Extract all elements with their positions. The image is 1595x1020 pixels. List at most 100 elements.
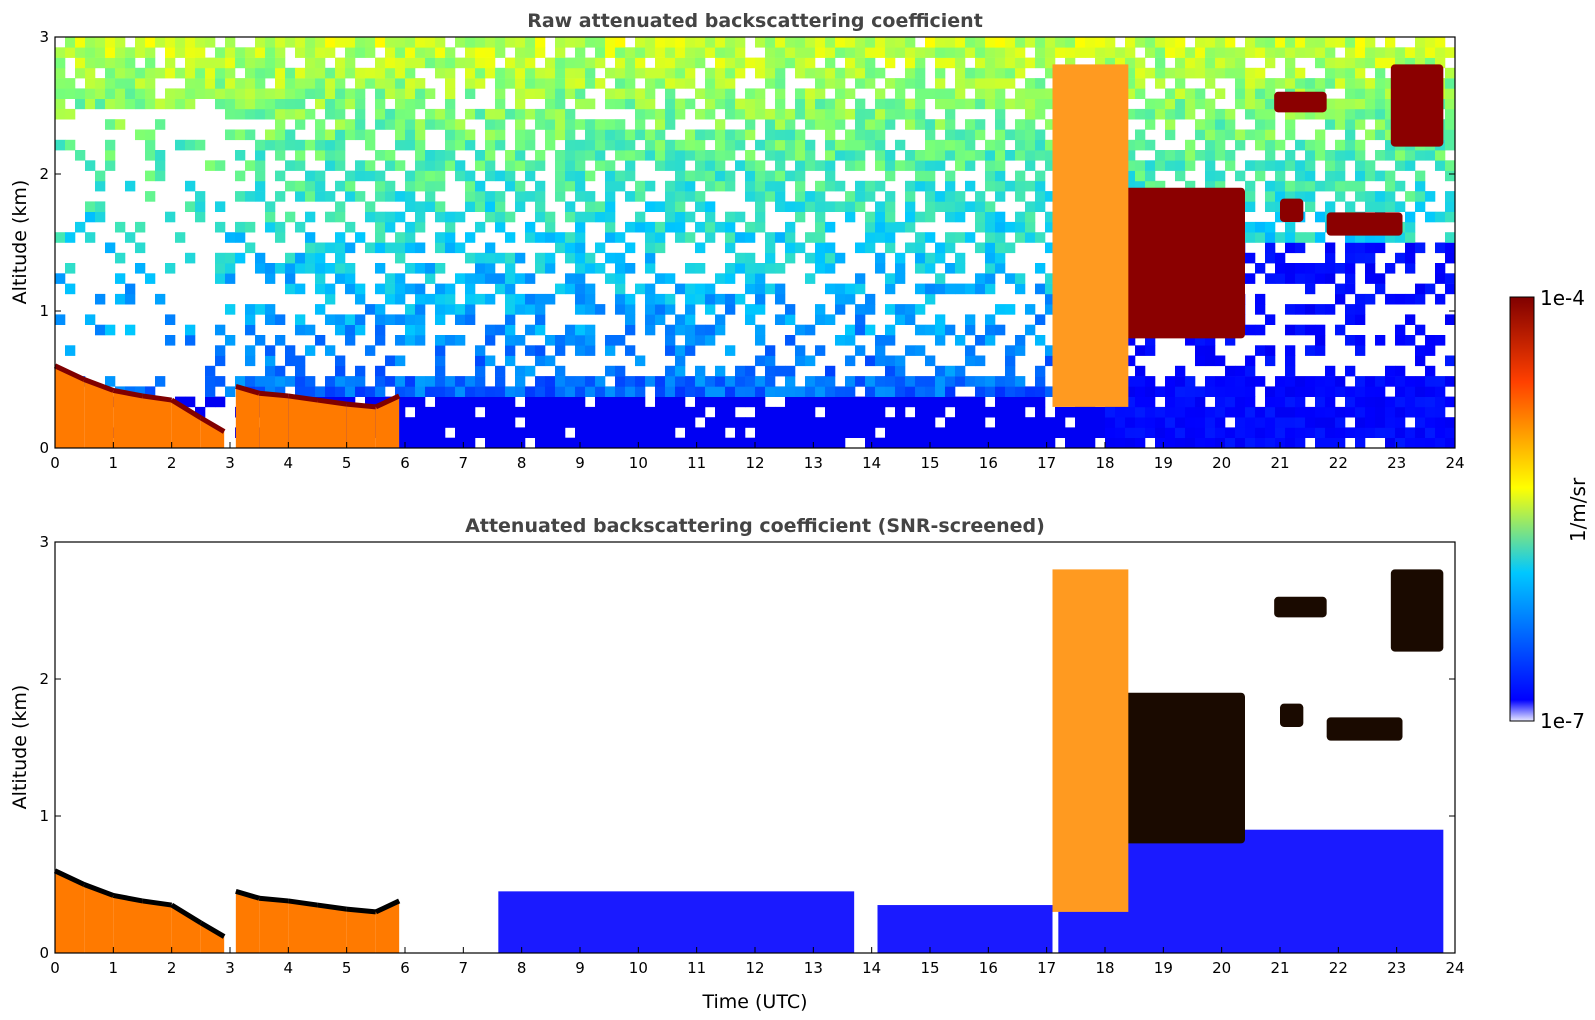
noise-cell: [65, 139, 76, 151]
noise-cell: [1265, 78, 1276, 89]
noise-cell: [445, 283, 456, 295]
noise-cell: [1265, 406, 1276, 418]
noise-cell: [695, 386, 706, 397]
noise-cell: [735, 386, 746, 397]
noise-cell: [1225, 67, 1236, 79]
boundary-layer-segment: [346, 404, 376, 448]
noise-cell: [1375, 335, 1386, 346]
noise-cell: [505, 345, 516, 356]
noise-cell: [945, 150, 956, 161]
noise-cell: [1145, 396, 1156, 408]
noise-cell: [605, 67, 616, 79]
noise-cell: [845, 160, 856, 171]
noise-cell: [695, 108, 706, 120]
noise-cell: [805, 273, 816, 284]
cloud-layer: [1274, 596, 1327, 618]
noise-cell: [1235, 78, 1246, 89]
x-tick-label: 11: [687, 454, 706, 472]
noise-cell: [345, 314, 356, 325]
noise-cell: [375, 386, 386, 397]
noise-cell: [975, 221, 986, 233]
noise-cell: [515, 37, 526, 48]
noise-cell: [305, 324, 316, 336]
noise-cell: [895, 406, 906, 418]
noise-cell: [1415, 396, 1426, 408]
noise-cell: [1405, 221, 1416, 233]
noise-cell: [1385, 232, 1396, 243]
noise-cell: [1265, 427, 1276, 438]
noise-cell: [155, 376, 166, 387]
noise-cell: [925, 139, 936, 151]
noise-cell: [1375, 386, 1386, 397]
noise-cell: [555, 160, 566, 171]
noise-cell: [525, 47, 536, 58]
noise-cell: [795, 406, 806, 418]
noise-cell: [1145, 37, 1156, 48]
noise-cell: [315, 191, 326, 202]
noise-cell: [935, 150, 946, 161]
noise-cell: [465, 88, 476, 99]
noise-cell: [1185, 98, 1196, 110]
noise-cell: [135, 78, 146, 89]
noise-cell: [1135, 406, 1146, 418]
noise-cell: [835, 293, 846, 305]
noise-cell: [695, 150, 706, 161]
noise-cell: [585, 283, 596, 295]
noise-cell: [235, 170, 246, 182]
x-tick-label: 8: [517, 454, 527, 472]
noise-cell: [595, 150, 606, 161]
noise-cell: [375, 108, 386, 120]
noise-cell: [945, 47, 956, 58]
noise-cell: [465, 57, 476, 69]
noise-cell: [295, 324, 306, 336]
noise-cell: [445, 417, 456, 428]
noise-cell: [1265, 252, 1276, 264]
noise-cell: [855, 427, 866, 438]
noise-cell: [325, 211, 336, 223]
noise-cell: [1055, 47, 1066, 58]
noise-cell: [535, 211, 546, 223]
noise-cell: [725, 304, 736, 315]
noise-cell: [985, 406, 996, 418]
noise-cell: [195, 78, 206, 89]
noise-cell: [545, 88, 556, 99]
noise-cell: [1295, 263, 1306, 274]
noise-cell: [515, 335, 526, 346]
noise-cell: [635, 180, 646, 192]
noise-cell: [855, 314, 866, 325]
noise-cell: [1205, 427, 1216, 438]
noise-cell: [145, 88, 156, 99]
noise-cell: [1385, 427, 1396, 438]
noise-cell: [1415, 37, 1426, 48]
noise-cell: [985, 273, 996, 284]
noise-cell: [885, 324, 896, 336]
noise-cell: [385, 283, 396, 295]
noise-cell: [1395, 293, 1406, 305]
noise-cell: [125, 67, 136, 79]
noise-cell: [1165, 396, 1176, 408]
noise-cell: [1205, 119, 1216, 130]
noise-cell: [265, 386, 276, 397]
noise-cell: [1035, 365, 1046, 377]
boundary-layer-segment: [235, 386, 260, 448]
noise-cell: [675, 211, 686, 223]
noise-cell: [905, 37, 916, 48]
noise-cell: [195, 88, 206, 99]
noise-cell: [95, 201, 106, 212]
x-tick-label: 5: [342, 959, 352, 977]
noise-cell: [225, 108, 236, 120]
noise-cell: [895, 221, 906, 233]
noise-cell: [435, 427, 446, 438]
noise-cell: [1035, 427, 1046, 438]
noise-cell: [1365, 108, 1376, 120]
noise-cell: [785, 406, 796, 418]
x-tick-label: 17: [1037, 454, 1056, 472]
noise-cell: [625, 47, 636, 58]
noise-cell: [295, 191, 306, 202]
noise-cell: [765, 406, 776, 418]
noise-cell: [1345, 273, 1356, 284]
noise-cell: [575, 221, 586, 233]
boundary-layer-segment: [200, 417, 225, 448]
noise-cell: [1295, 180, 1306, 192]
noise-cell: [125, 180, 136, 192]
